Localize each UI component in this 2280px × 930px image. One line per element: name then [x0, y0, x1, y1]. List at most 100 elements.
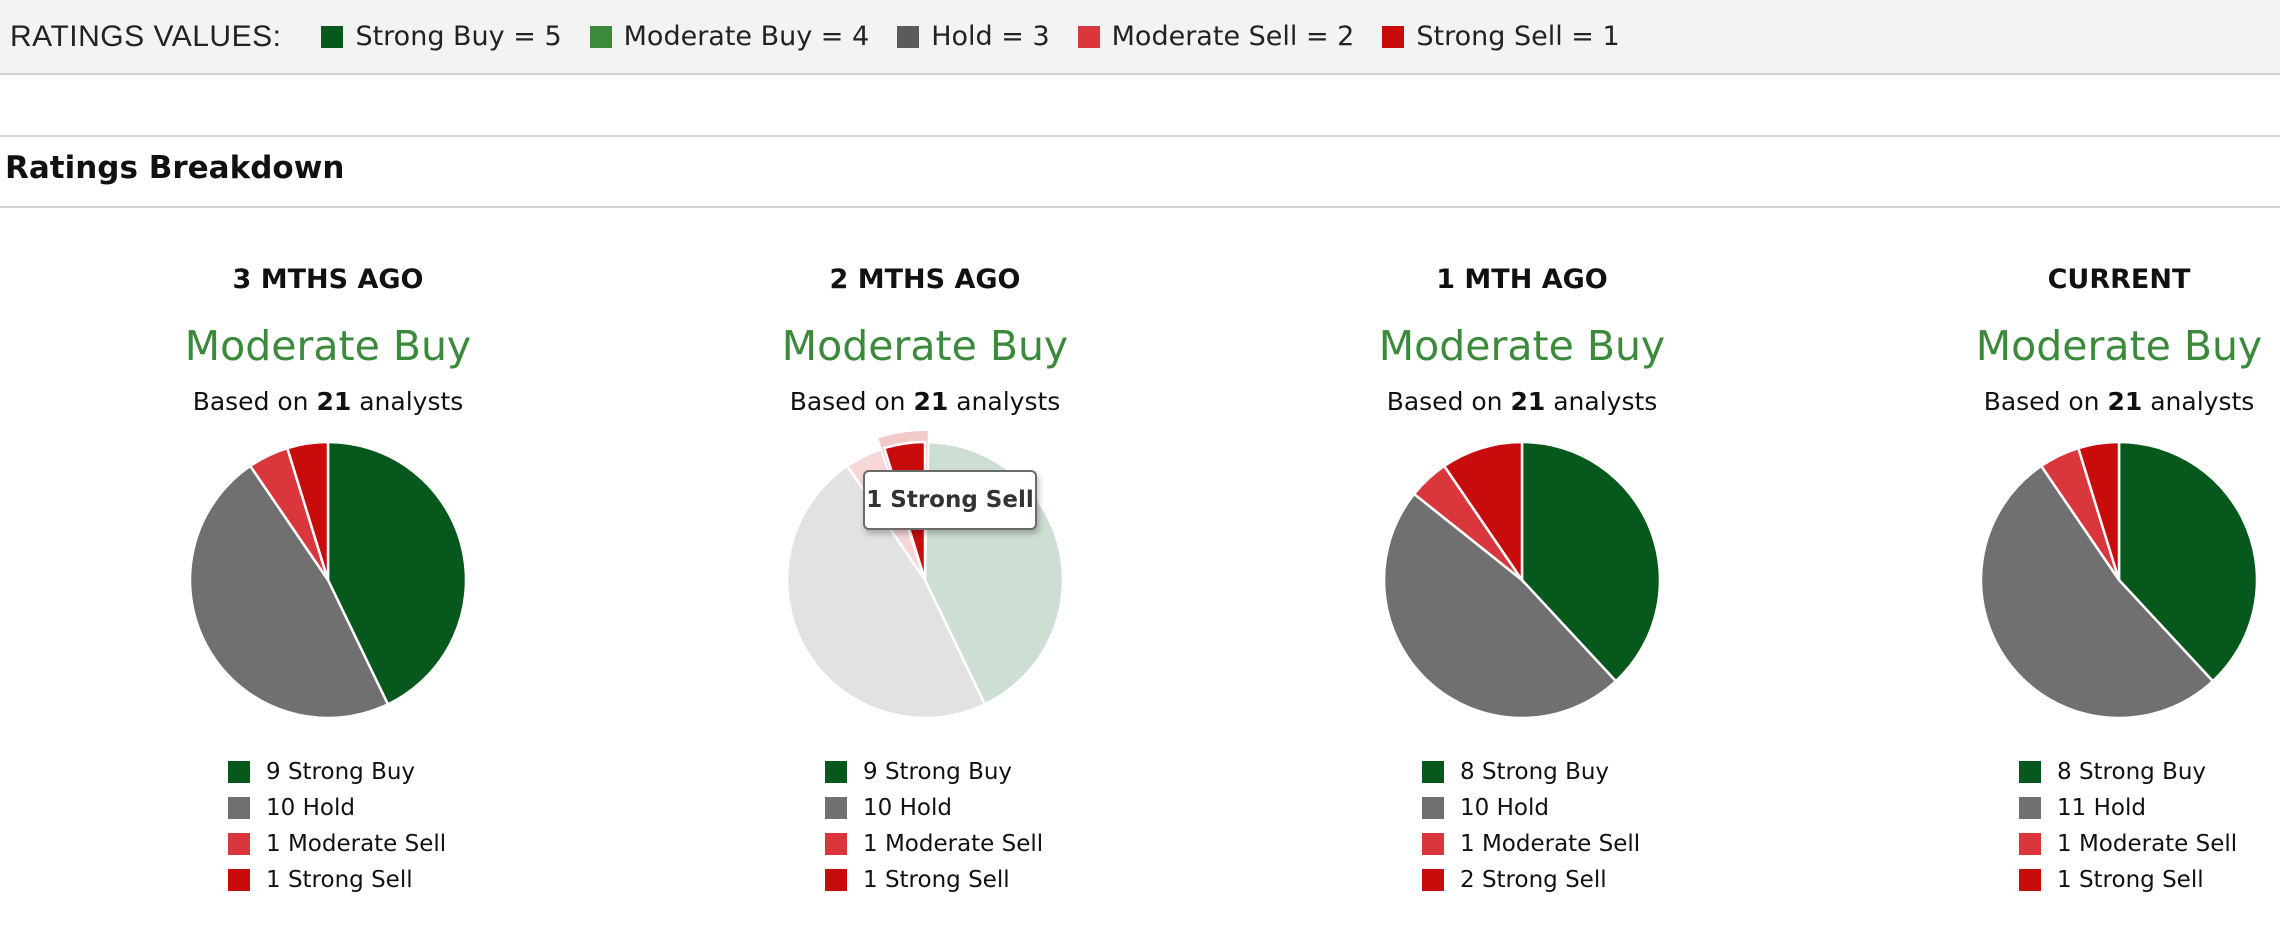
basis-count: 21	[316, 387, 352, 416]
pie-legend-label: 1 Moderate Sell	[1460, 831, 1641, 857]
pie-legend-item-moderate-sell[interactable]: 1 Moderate Sell	[2019, 826, 2280, 862]
section-divider	[0, 206, 2280, 208]
pie-chart-area	[28, 430, 628, 730]
pie-slice-hold[interactable]	[188, 464, 390, 720]
pie-legend-item-strong-sell[interactable]: 1 Strong Sell	[2019, 862, 2280, 898]
ratings-values-title: RATINGS VALUES:	[10, 19, 282, 53]
spacer-row	[0, 75, 2280, 137]
pie-slice-strong-buy[interactable]	[1520, 440, 1662, 683]
pie-legend-item-hold[interactable]: 10 Hold	[1422, 790, 1822, 826]
basis-prefix: Based on	[1386, 387, 1503, 416]
pie-slice-strong-sell[interactable]	[2076, 440, 2121, 581]
legend-label: Strong Buy = 5	[355, 21, 562, 52]
legend-item-moderate-buy: Moderate Buy = 4	[589, 21, 870, 52]
analyst-count: Based on 21 analysts	[1222, 382, 1822, 422]
pie-legend: 9 Strong Buy 10 Hold 1 Moderate Sell 1 Stro…	[228, 754, 628, 898]
pie-legend-item-strong-buy[interactable]: 9 Strong Buy	[228, 754, 628, 790]
pie-legend-label: 10 Hold	[266, 795, 355, 821]
legend-label: Moderate Buy = 4	[623, 21, 870, 52]
ratings-panel: 1 MTH AGO Moderate Buy Based on 21 analy…	[1222, 260, 1822, 898]
strong-sell-swatch-icon	[2019, 869, 2041, 891]
moderate-sell-swatch-icon	[2019, 833, 2041, 855]
legend-label: Hold = 3	[931, 21, 1050, 52]
pie-legend-item-moderate-sell[interactable]: 1 Moderate Sell	[825, 826, 1225, 862]
moderate-sell-swatch-icon	[825, 833, 847, 855]
panel-heading: 3 MTHS AGO	[232, 264, 424, 295]
basis-prefix: Based on	[192, 387, 309, 416]
legend-label: Moderate Sell = 2	[1111, 21, 1355, 52]
basis-suffix: analysts	[359, 387, 464, 416]
pie-legend-label: 9 Strong Buy	[266, 759, 416, 785]
ratings-panel: 3 MTHS AGO Moderate Buy Based on 21 anal…	[28, 260, 628, 898]
ratings-values-legend: RATINGS VALUES: Strong Buy = 5 Moderate …	[0, 0, 2280, 75]
pie-legend-label: 2 Strong Sell	[1460, 867, 1607, 893]
basis-count: 21	[1510, 387, 1546, 416]
pie-legend-item-strong-buy[interactable]: 8 Strong Buy	[1422, 754, 1822, 790]
pie-legend-label: 1 Moderate Sell	[863, 831, 1044, 857]
strong-sell-swatch-icon	[825, 869, 847, 891]
pie-legend-item-strong-sell[interactable]: 1 Strong Sell	[228, 862, 628, 898]
legend-item-strong-sell: Strong Sell = 1	[1382, 21, 1620, 52]
pie-legend-label: 1 Strong Sell	[2057, 867, 2204, 893]
hold-swatch-icon	[897, 25, 920, 48]
legend-item-strong-buy: Strong Buy = 5	[321, 21, 562, 52]
panel-heading: 1 MTH AGO	[1436, 264, 1608, 295]
basis-prefix: Based on	[789, 387, 906, 416]
hold-swatch-icon	[228, 797, 250, 819]
pie-chart	[1979, 440, 2259, 720]
analyst-count: Based on 21 analysts	[625, 382, 1225, 422]
pie-legend-label: 10 Hold	[1460, 795, 1549, 821]
pie-legend-item-strong-buy[interactable]: 8 Strong Buy	[2019, 754, 2280, 790]
pie-legend-item-hold[interactable]: 11 Hold	[2019, 790, 2280, 826]
pie-chart-area	[1222, 430, 1822, 730]
analyst-count: Based on 21 analysts	[1819, 382, 2280, 422]
pie-slice-strong-buy[interactable]	[2117, 440, 2259, 683]
pie-legend-item-hold[interactable]: 10 Hold	[825, 790, 1225, 826]
pie-legend-label: 8 Strong Buy	[2057, 759, 2207, 785]
pie-legend-label: 1 Moderate Sell	[2057, 831, 2238, 857]
pie-legend-label: 9 Strong Buy	[863, 759, 1013, 785]
moderate-sell-swatch-icon	[1422, 833, 1444, 855]
pie-slice-hold[interactable]	[1979, 464, 2215, 720]
strong-sell-swatch-icon	[1382, 25, 1405, 48]
pie-slice-strong-sell[interactable]	[1442, 440, 1524, 585]
legend-label: Strong Sell = 1	[1416, 21, 1620, 52]
pie-slice-strong-sell[interactable]	[285, 440, 330, 581]
strong-buy-swatch-icon	[2019, 761, 2041, 783]
panel-heading: CURRENT	[2047, 264, 2191, 295]
consensus-rating: Moderate Buy	[1975, 322, 2263, 370]
moderate-sell-swatch-icon	[1077, 25, 1100, 48]
hold-swatch-icon	[1422, 797, 1444, 819]
strong-buy-swatch-icon	[228, 761, 250, 783]
hold-swatch-icon	[2019, 797, 2041, 819]
pie-legend-label: 1 Moderate Sell	[266, 831, 447, 857]
pie-slice-strong-buy[interactable]	[326, 440, 468, 707]
slice-tooltip: 1 Strong Sell	[863, 470, 1037, 530]
pie-legend-label: 8 Strong Buy	[1460, 759, 1610, 785]
pie-legend-item-strong-sell[interactable]: 2 Strong Sell	[1422, 862, 1822, 898]
ratings-panel: 2 MTHS AGO Moderate Buy Based on 21 anal…	[625, 260, 1225, 898]
pie-legend-label: 10 Hold	[863, 795, 952, 821]
pie-legend-label: 1 Strong Sell	[863, 867, 1010, 893]
pie-slice-hold[interactable]	[785, 464, 987, 720]
pie-legend-item-hold[interactable]: 10 Hold	[228, 790, 628, 826]
ratings-panel: CURRENT Moderate Buy Based on 21 analyst…	[1819, 260, 2280, 898]
pie-legend-item-moderate-sell[interactable]: 1 Moderate Sell	[228, 826, 628, 862]
pie-chart	[188, 440, 468, 720]
basis-suffix: analysts	[2150, 387, 2255, 416]
pie-legend-item-moderate-sell[interactable]: 1 Moderate Sell	[1422, 826, 1822, 862]
pie-chart-area: 1 Strong Sell	[625, 429, 1225, 730]
moderate-sell-swatch-icon	[228, 833, 250, 855]
pie-chart-area	[1819, 430, 2280, 730]
strong-sell-swatch-icon	[228, 869, 250, 891]
pie-legend-item-strong-buy[interactable]: 9 Strong Buy	[825, 754, 1225, 790]
pie-slice-hold[interactable]	[1382, 492, 1618, 720]
pie-chart	[1382, 440, 1662, 720]
basis-suffix: analysts	[956, 387, 1061, 416]
pie-legend-item-strong-sell[interactable]: 1 Strong Sell	[825, 862, 1225, 898]
basis-prefix: Based on	[1983, 387, 2100, 416]
strong-buy-swatch-icon	[1422, 761, 1444, 783]
consensus-rating: Moderate Buy	[184, 322, 472, 370]
basis-count: 21	[2107, 387, 2143, 416]
strong-sell-swatch-icon	[1422, 869, 1444, 891]
